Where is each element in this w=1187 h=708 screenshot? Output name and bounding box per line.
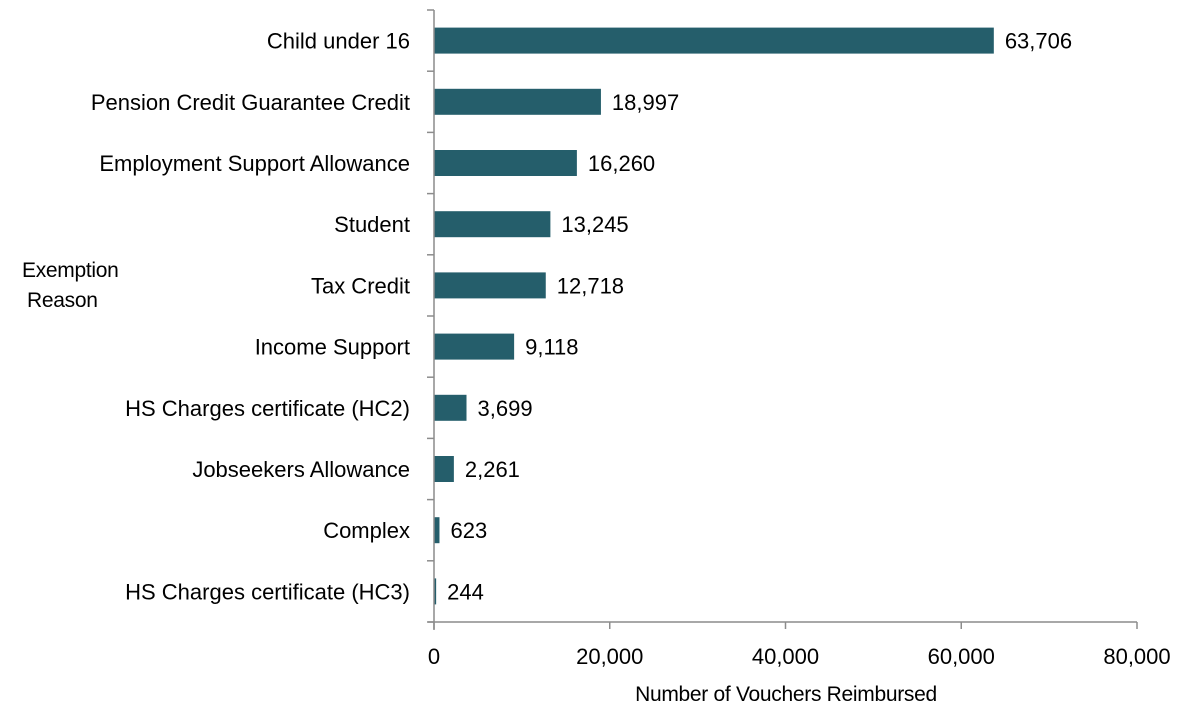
x-tick-label: 80,000 [1103, 644, 1170, 669]
bar [434, 88, 601, 115]
bar [434, 333, 515, 360]
category-label: Pension Credit Guarantee Credit [91, 90, 410, 115]
value-labels: 63,706 18,997 16,260 13,245 12,718 9,118 3,699… [447, 29, 1072, 605]
category-label: Income Support [255, 335, 410, 360]
data-label: 18,997 [612, 90, 679, 115]
x-axis-title: Number of Vouchers Reimbursed [635, 683, 937, 706]
category-label: Student [334, 212, 410, 237]
category-label: Tax Credit [311, 273, 410, 298]
axes [427, 9, 1138, 630]
data-label: 13,245 [561, 212, 628, 237]
x-tick-labels: 0 20,000 40,000 60,000 80,000 [428, 644, 1171, 669]
data-label: 63,706 [1005, 29, 1072, 54]
bar [434, 150, 577, 176]
bars-group [434, 27, 994, 605]
category-label: Complex [323, 518, 410, 543]
data-label: 2,261 [465, 457, 520, 482]
data-label: 12,718 [557, 273, 624, 298]
category-label: Child under 16 [267, 29, 410, 54]
bar [434, 27, 994, 54]
bar [434, 211, 551, 238]
bar [434, 578, 437, 605]
bar [434, 394, 467, 421]
data-label: 9,118 [525, 335, 578, 360]
y-axis-title-line1: Exemption [22, 259, 119, 282]
category-label: HS Charges certificate (HC3) [125, 579, 410, 604]
x-tick-label: 0 [428, 644, 440, 669]
data-label: 623 [450, 518, 487, 543]
x-tick-label: 40,000 [752, 644, 819, 669]
category-label: Employment Support Allowance [99, 151, 410, 176]
bar [434, 456, 454, 482]
x-tick-label: 60,000 [928, 644, 995, 669]
category-label: HS Charges certificate (HC2) [125, 396, 410, 421]
x-tick-label: 20,000 [576, 644, 643, 669]
category-labels: Child under 16 Pension Credit Guarantee C… [91, 29, 410, 605]
bar [434, 272, 546, 299]
data-label: 3,699 [478, 396, 533, 421]
bar [434, 517, 440, 544]
category-label: Jobseekers Allowance [192, 457, 410, 482]
y-axis-title-line2: Reason [27, 289, 98, 312]
data-label: 16,260 [588, 151, 655, 176]
data-label: 244 [447, 579, 484, 604]
